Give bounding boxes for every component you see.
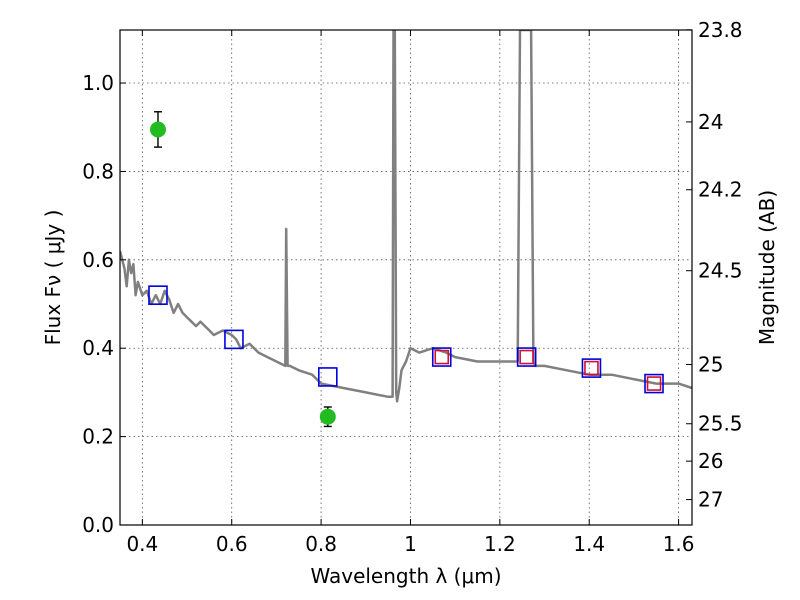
model-square-marker xyxy=(434,349,450,365)
model-square-marker xyxy=(519,349,534,365)
right-tick-label: 25.5 xyxy=(698,412,743,436)
plot-area xyxy=(120,30,692,428)
observed-square-marker xyxy=(516,347,537,367)
x-tick-label: 0.4 xyxy=(126,532,158,556)
x-tick-label: 1.2 xyxy=(484,532,516,556)
x-axis-label: Wavelength λ (μm) xyxy=(310,564,501,588)
y-tick-label: 0.6 xyxy=(82,248,114,272)
model-square-marker xyxy=(584,360,599,376)
x-tick-label: 1 xyxy=(404,532,417,556)
right-tick-label: 27 xyxy=(698,488,723,512)
right-tick-label: 24.2 xyxy=(698,178,743,202)
observed-square-marker xyxy=(581,358,602,378)
y-tick-label: 0.0 xyxy=(82,513,114,537)
x-tick-label: 0.6 xyxy=(216,532,248,556)
y-tick-label: 0.8 xyxy=(82,159,114,183)
observed-square-marker xyxy=(224,329,244,350)
model-square-marker xyxy=(646,376,662,391)
right-tick-label: 25 xyxy=(698,353,723,377)
grid-lines xyxy=(120,30,692,526)
right-tick-label: 23.8 xyxy=(698,18,743,42)
x-tick-label: 1.4 xyxy=(573,532,605,556)
observed-square-marker xyxy=(431,347,452,367)
detection-point xyxy=(319,408,336,425)
y-tick-label: 0.4 xyxy=(82,336,114,360)
right-tick-label: 24.5 xyxy=(698,259,743,283)
y-axis-label: Flux Fν ( μJy ) xyxy=(41,210,65,346)
right-tick-label: 24 xyxy=(698,110,723,134)
observed-square-marker xyxy=(317,367,338,387)
right-tick-label: 26 xyxy=(698,449,723,473)
observed-square-marker xyxy=(644,373,664,394)
detection-point xyxy=(149,121,166,138)
observed-square-marker xyxy=(148,285,168,305)
y-tick-label: 0.2 xyxy=(82,425,114,449)
plot-frame xyxy=(119,29,693,526)
y-tick-label: 1.0 xyxy=(82,71,114,95)
x-tick-label: 0.8 xyxy=(305,532,337,556)
x-tick-label: 1.6 xyxy=(663,532,695,556)
right-axis-label: Magnitude (AB) xyxy=(755,190,779,345)
ticks: 0.4 0.6 0.8 1 1.2 1.4 1.6 0.0 0.2 0.4 0.6 0.8 1.0 23.… xyxy=(82,18,742,556)
sed-line xyxy=(120,30,692,403)
